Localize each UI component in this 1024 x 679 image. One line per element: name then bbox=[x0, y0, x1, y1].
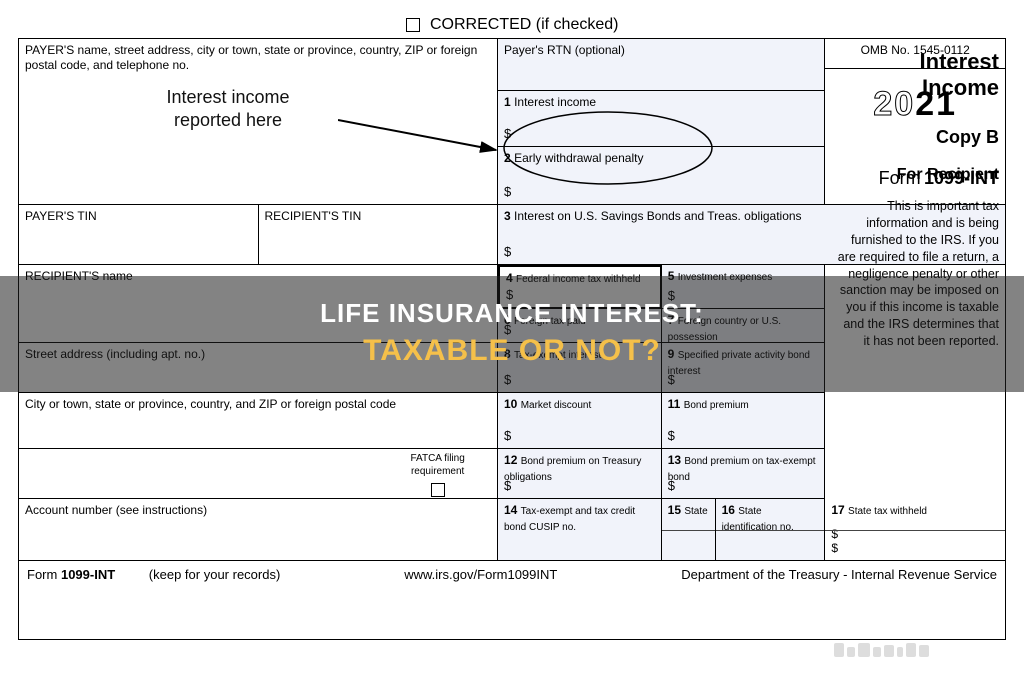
box-13-label: Bond premium on tax-exempt bond bbox=[668, 456, 816, 483]
omb-number: OMB No. 1545-0112 bbox=[825, 39, 1005, 69]
dollar-sign: $ bbox=[668, 478, 675, 494]
dollar-sign: $ bbox=[668, 288, 675, 304]
box-12: 12 Bond premium on Treasury obligations … bbox=[498, 449, 662, 499]
footer-keep: (keep for your records) bbox=[149, 567, 281, 582]
recipient-name: RECIPIENT'S name bbox=[19, 265, 498, 309]
box-14-label: Tax-exempt and tax credit bond CUSIP no. bbox=[504, 506, 635, 533]
payer-block: PAYER'S name, street address, city or to… bbox=[19, 39, 498, 205]
box-16: 16 State identification no. bbox=[716, 499, 826, 561]
box-6: 6 Foreign tax paid $ bbox=[498, 309, 662, 343]
payer-block-label: PAYER'S name, street address, city or to… bbox=[25, 43, 491, 73]
form-number: 1099-INT bbox=[924, 168, 999, 188]
dollar-sign: $ bbox=[668, 372, 675, 388]
box-4: 4 Federal income tax withheld $ bbox=[498, 265, 662, 309]
dollar-sign: $ bbox=[504, 322, 511, 338]
tax-year: 2021 bbox=[873, 85, 957, 123]
account-number: Account number (see instructions) bbox=[19, 499, 498, 561]
payer-tin-label: PAYER'S TIN bbox=[25, 209, 97, 223]
form-label: Form bbox=[879, 168, 921, 188]
street-address: Street address (including apt. no.) bbox=[19, 343, 498, 393]
form-1099-int: PAYER'S name, street address, city or to… bbox=[18, 38, 1006, 640]
box-17-label: State tax withheld bbox=[848, 506, 927, 517]
city-state: City or town, state or province, country… bbox=[19, 393, 498, 449]
street-label: Street address (including apt. no.) bbox=[25, 347, 205, 361]
account-label: Account number (see instructions) bbox=[25, 503, 207, 517]
box-10: 10 Market discount $ bbox=[498, 393, 662, 449]
box-8: 8 Tax-exempt interest $ bbox=[498, 343, 662, 393]
box-11: 11 Bond premium $ bbox=[662, 393, 826, 449]
dollar-sign: $ bbox=[504, 126, 511, 142]
box-17: 17 State tax withheld $ $ bbox=[825, 499, 1005, 561]
dollar-sign: $ bbox=[504, 244, 511, 260]
box-9-label: Specified private activity bond interest bbox=[668, 350, 810, 377]
dollar-sign: $ bbox=[506, 287, 513, 303]
box-7-label: Foreign country or U.S. possession bbox=[668, 316, 781, 343]
fatca-label: FATCA filing requirement bbox=[384, 453, 491, 478]
footer-form-label: Form bbox=[27, 567, 57, 582]
form-footer: Form 1099-INT (keep for your records) ww… bbox=[19, 561, 1005, 588]
box-15-label: State bbox=[684, 506, 707, 517]
box-5-label: Investment expenses bbox=[678, 272, 773, 283]
fatca-block: FATCA filing requirement bbox=[378, 449, 498, 499]
box-4-label: Federal income tax withheld bbox=[516, 274, 641, 285]
box-7: 7 Foreign country or U.S. possession bbox=[662, 309, 826, 343]
box-5: 5 Investment expenses $ bbox=[662, 265, 826, 309]
box-1: 1 Interest income $ bbox=[498, 91, 824, 147]
dollar-sign: $ bbox=[504, 372, 511, 388]
box-1-label: Interest income bbox=[514, 95, 596, 109]
box-8-label: Tax-exempt interest bbox=[514, 350, 601, 361]
box-15: 15 State bbox=[662, 499, 716, 561]
box-12-label: Bond premium on Treasury obligations bbox=[504, 456, 641, 483]
dollar-sign: $ bbox=[668, 428, 675, 444]
recipient-name-label: RECIPIENT'S name bbox=[25, 269, 133, 283]
dollar-sign: $ bbox=[504, 428, 511, 444]
corrected-checkbox[interactable] bbox=[406, 18, 420, 32]
box-2: 2 Early withdrawal penalty $ bbox=[498, 147, 824, 204]
box-10-label: Market discount bbox=[521, 400, 592, 411]
dollar-sign: $ bbox=[504, 184, 511, 200]
recipient-tin: RECIPIENT'S TIN bbox=[259, 205, 499, 265]
box-2-label: Early withdrawal penalty bbox=[514, 151, 643, 165]
corrected-label: CORRECTED (if checked) bbox=[430, 16, 618, 33]
box-14: 14 Tax-exempt and tax credit bond CUSIP … bbox=[498, 499, 662, 561]
box-9: 9 Specified private activity bond intere… bbox=[662, 343, 826, 393]
watermark-icon bbox=[834, 641, 994, 657]
city-label: City or town, state or province, country… bbox=[25, 397, 396, 411]
payer-tin: PAYER'S TIN bbox=[19, 205, 259, 265]
box-rtn-label: Payer's RTN (optional) bbox=[504, 43, 625, 57]
box-rtn: Payer's RTN (optional) bbox=[498, 39, 824, 91]
box-6-label: Foreign tax paid bbox=[514, 316, 586, 327]
box-3: 3 Interest on U.S. Savings Bonds and Tre… bbox=[498, 205, 1005, 265]
box-13: 13 Bond premium on tax-exempt bond $ bbox=[662, 449, 826, 499]
box-11-label: Bond premium bbox=[684, 400, 749, 411]
fatca-checkbox[interactable] bbox=[431, 483, 445, 497]
footer-url: www.irs.gov/Form1099INT bbox=[404, 567, 557, 582]
recipient-tin-label: RECIPIENT'S TIN bbox=[265, 209, 362, 223]
box-3-label: Interest on U.S. Savings Bonds and Treas… bbox=[514, 209, 802, 223]
footer-dept: Department of the Treasury - Internal Re… bbox=[681, 567, 997, 582]
dollar-sign: $ bbox=[504, 478, 511, 494]
footer-form-no: 1099-INT bbox=[61, 567, 115, 582]
